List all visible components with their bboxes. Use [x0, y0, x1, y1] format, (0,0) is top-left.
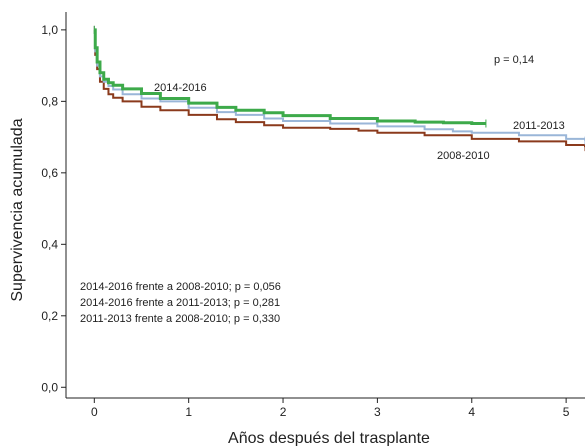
series-label-2011-2013: 2011-2013 — [513, 120, 565, 132]
series-line-2008-2010 — [94, 28, 585, 148]
series-line-2014-2016 — [93, 28, 486, 126]
survival-curves — [93, 25, 585, 152]
axes: 0 1 2 3 4 5 0,0 0,2 0,4 0,6 0,8 1,0 — [41, 12, 585, 419]
series-label-2014-2016: 2014-2016 — [154, 82, 207, 94]
y-tick-label: 0,2 — [41, 309, 58, 323]
x-tick-label: 3 — [374, 405, 381, 419]
comparison-line-3: 2011-2013 frente a 2008-2010; p = 0,330 — [80, 313, 280, 325]
x-ticks: 0 1 2 3 4 5 — [91, 398, 570, 419]
y-tick-label: 1,0 — [41, 23, 58, 37]
series-label-2008-2010: 2008-2010 — [437, 150, 490, 162]
x-tick-label: 5 — [563, 405, 570, 419]
x-tick-label: 4 — [468, 405, 475, 419]
y-tick-label: 0,6 — [41, 166, 58, 180]
y-axis-label: Supervivencia acumulada — [9, 118, 26, 301]
x-tick-label: 0 — [91, 405, 98, 419]
y-tick-label: 0,0 — [41, 380, 58, 394]
comparison-line-2: 2014-2016 frente a 2011-2013; p = 0,281 — [80, 297, 280, 309]
x-tick-label: 2 — [280, 405, 287, 419]
comparison-line-1: 2014-2016 frente a 2008-2010; p = 0,056 — [80, 281, 281, 293]
y-ticks: 0,0 0,2 0,4 0,6 0,8 1,0 — [41, 23, 66, 394]
y-tick-label: 0,4 — [41, 237, 58, 251]
y-tick-label: 0,8 — [41, 94, 58, 108]
x-axis-label: Años después del trasplante — [228, 430, 430, 446]
p-value-overall: p = 0,14 — [494, 54, 534, 66]
x-tick-label: 1 — [185, 405, 192, 419]
